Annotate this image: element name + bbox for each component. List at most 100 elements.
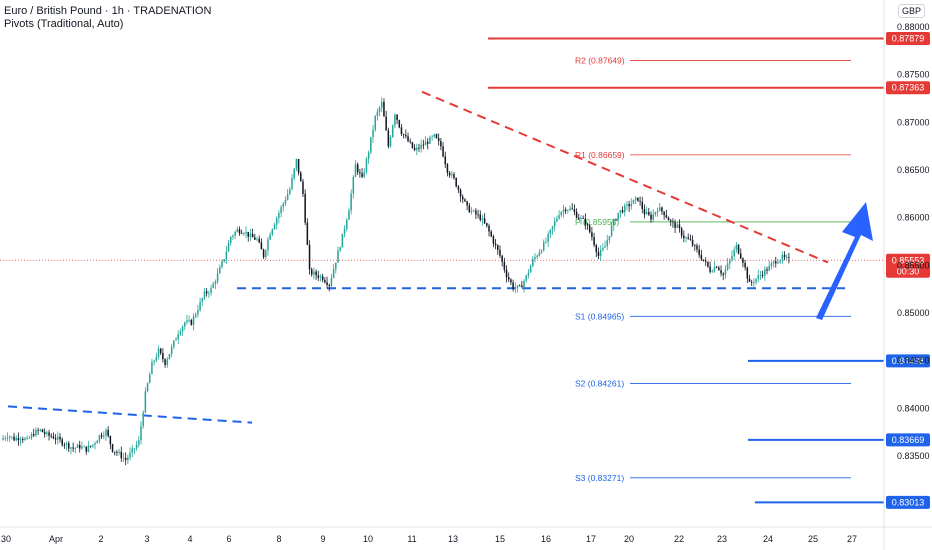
candle-body [94,443,96,445]
symbol-title[interactable]: Euro / British Pound · 1h · TRADENATION [4,5,212,17]
candle-body [208,292,210,294]
candle-body [326,282,328,286]
candle-body [768,265,770,271]
candle-body [766,269,768,271]
candle-body [402,134,405,135]
candle-body [24,438,26,440]
candle-body [284,199,287,204]
candle-body [426,141,429,144]
candle-body [321,276,324,281]
candle-body [540,250,543,253]
candle-body [278,213,280,219]
price-tag-bg [886,354,930,368]
candle-body [665,215,668,218]
y-tick-label: 0.85000 [897,308,930,318]
candle-body [339,247,341,251]
candle-body [781,254,784,261]
candle-body [295,158,298,169]
candle-body [571,208,573,210]
candle-body [116,452,118,453]
candle-body [748,278,751,282]
candle-body [527,272,530,276]
candle-body [385,116,387,131]
candle-body [713,266,716,272]
candle-body [424,141,427,146]
indicator-title[interactable]: Pivots (Traditional, Auto) [4,18,124,30]
candle-body [11,436,13,438]
candle-body [361,173,363,177]
candle-body [672,221,674,223]
candle-body [523,280,525,288]
candle-body [604,246,606,248]
candle-body [567,210,569,212]
candle-body [225,251,228,260]
x-tick-label: 3 [144,534,149,544]
candle-body [413,147,416,151]
candle-body [142,412,144,427]
candle-body [199,301,201,311]
candle-body [514,287,517,290]
candle-body [637,197,639,201]
candle-body [374,116,376,130]
candle-body [240,233,243,235]
candle-body [81,446,83,449]
candle-body [201,298,204,302]
candle-body [429,137,431,144]
candle-body [459,189,462,197]
candle-body [381,101,383,108]
candle-body [50,435,53,437]
candle-body [52,436,55,439]
candle-body [678,224,681,229]
currency-badge[interactable]: GBP [898,4,926,18]
candle-body [194,314,197,317]
candle-body [107,429,109,437]
candle-body [442,146,444,157]
candle-body [352,176,355,194]
candle-body [549,229,552,234]
candle-body [367,152,370,159]
candle-body [499,249,501,256]
candle-body [709,266,711,272]
candle-body [396,114,398,121]
candle-body [59,436,61,440]
candle-body [286,194,289,200]
candle-body [372,129,374,138]
x-tick-label: Apr [49,534,63,544]
candle-body [440,141,442,147]
candle-body [232,235,234,237]
candle-body [658,207,661,211]
candle-body [654,212,657,215]
price-tag-bg [886,253,930,278]
x-tick-label: 20 [624,534,634,544]
candle-body [328,285,331,286]
candle-body [275,218,278,225]
candle-body [764,269,766,276]
pivot-label: S1 (0.84965) [575,311,624,321]
candle-body [486,223,488,226]
candle-body [694,245,696,247]
price-tag-label: 0.87363 [892,83,925,93]
pivot-label: P (0.85955) [575,217,619,227]
y-tick-label: 0.84000 [897,403,930,413]
y-tick-label: 0.88000 [897,22,930,32]
candle-body [505,269,508,278]
candle-body [757,275,760,279]
candle-body [464,199,466,202]
candle-body [479,214,482,220]
candle-body [190,319,193,325]
price-tag-bg [886,81,930,95]
candle-body [282,203,285,208]
candle-body [422,144,425,146]
candle-body [313,271,315,275]
candle-body [306,222,309,245]
candle-body [608,235,611,241]
candle-body [391,125,394,138]
candle-body [610,225,613,236]
candle-body [477,214,479,216]
candle-body [630,203,633,207]
candle-body [538,252,541,256]
candle-body [359,172,361,174]
candle-body [302,181,304,194]
candle-body [626,204,628,206]
